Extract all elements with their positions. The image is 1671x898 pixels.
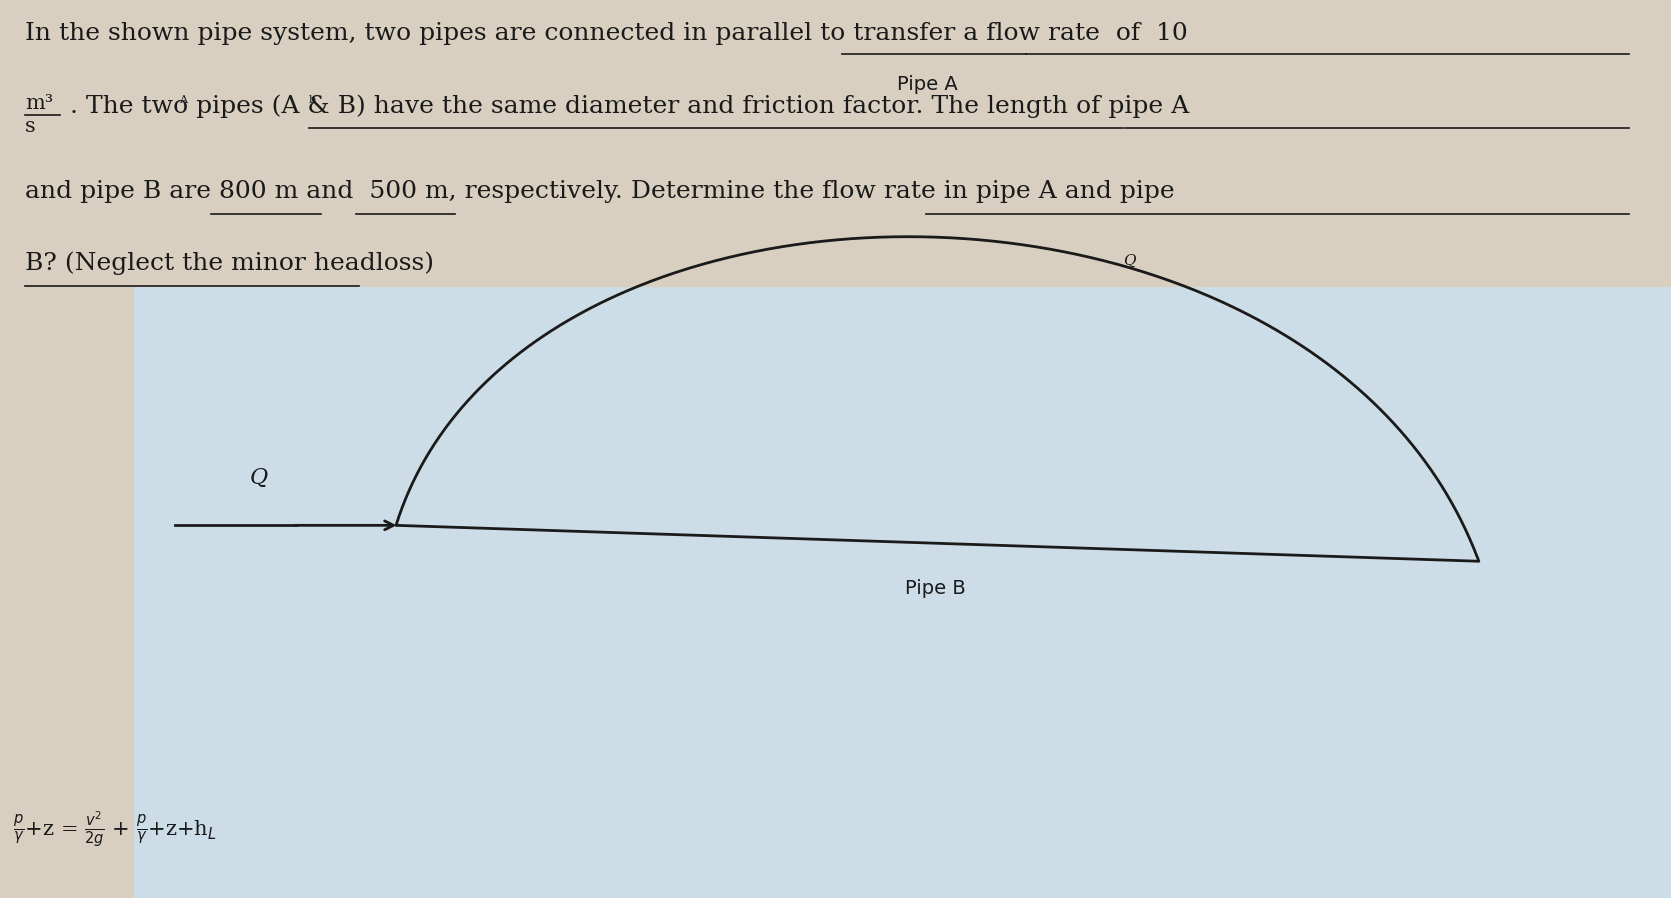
Text: m³: m³ (25, 94, 53, 113)
Text: Pipe B: Pipe B (906, 579, 966, 598)
Text: $\frac{p}{\gamma}$+z = $\frac{v^2}{2g}$ + $\frac{p}{\gamma}$+z+h$_L$: $\frac{p}{\gamma}$+z = $\frac{v^2}{2g}$ … (13, 810, 217, 849)
Text: b: b (309, 95, 316, 105)
Text: Q: Q (251, 468, 267, 489)
Text: and pipe B are 800 m and  500 m, respectively. Determine the flow rate in pipe A: and pipe B are 800 m and 500 m, respecti… (25, 180, 1175, 203)
Text: Q: Q (1123, 253, 1135, 268)
Text: B? (Neglect the minor headloss): B? (Neglect the minor headloss) (25, 251, 434, 275)
Text: In the shown pipe system, two pipes are connected in parallel to transfer a flow: In the shown pipe system, two pipes are … (25, 22, 1188, 46)
Text: Pipe A: Pipe A (897, 75, 957, 94)
Text: s: s (25, 117, 35, 136)
Text: . The two pipes (A & B) have the same diameter and friction factor. The length o: . The two pipes (A & B) have the same di… (70, 94, 1190, 118)
Text: A: A (179, 95, 187, 105)
Bar (134, 287, 1671, 898)
